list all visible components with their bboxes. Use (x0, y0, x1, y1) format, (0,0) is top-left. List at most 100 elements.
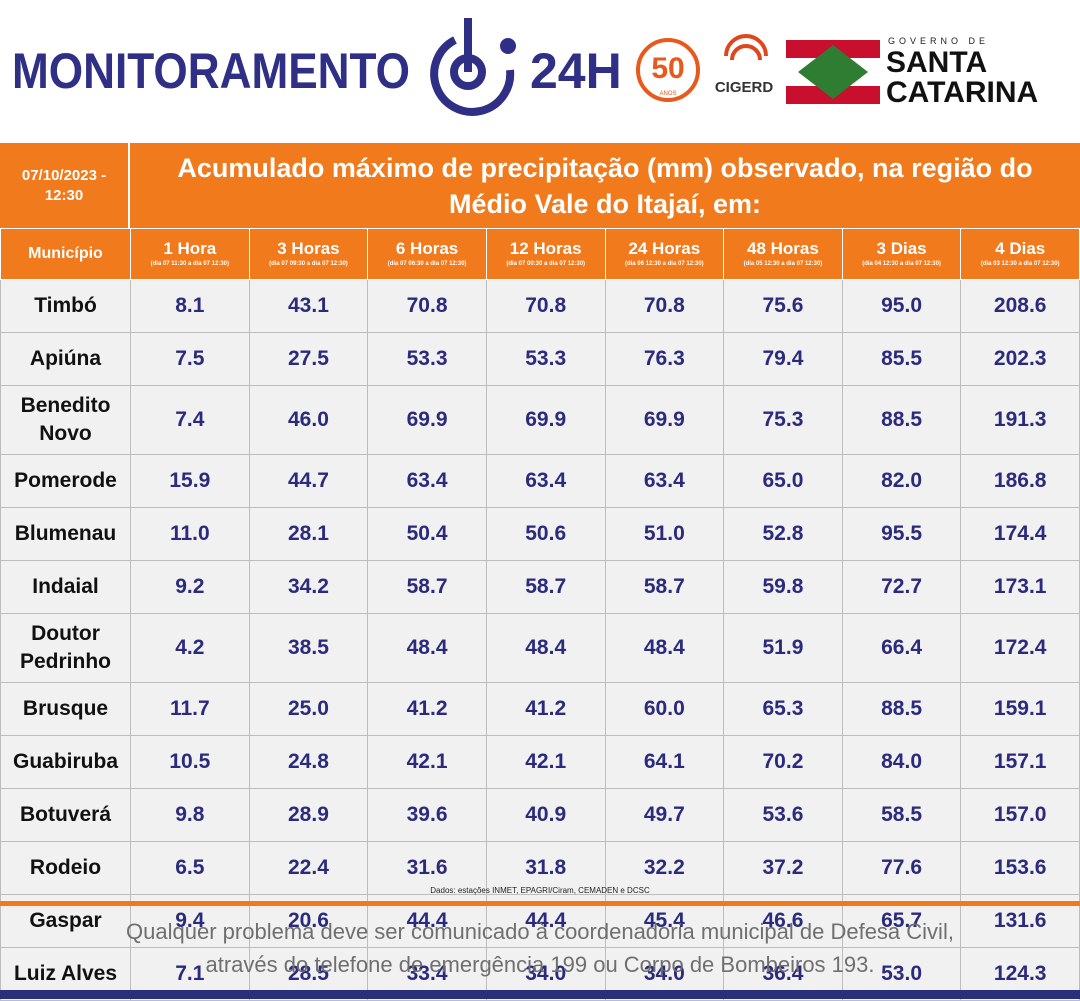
value-cell: 9.8 (130, 788, 250, 842)
table-row: Rodeio 6.5 22.4 31.6 31.8 32.2 37.2 77.6 153.6 (0, 841, 1080, 895)
cigerd-icon (724, 34, 768, 61)
value-cell: 31.6 (367, 841, 487, 895)
value-cell: 58.5 (841, 788, 962, 842)
municipality: Indaial (0, 560, 131, 614)
value-cell: 10.5 (130, 735, 250, 789)
value-cell: 37.2 (723, 841, 843, 895)
value-cell: 70.8 (367, 279, 487, 333)
value-cell: 75.3 (723, 385, 843, 455)
value-cell: 72.7 (841, 560, 962, 614)
table-row: Timbó 8.1 43.1 70.8 70.8 70.8 75.6 95.0 208.6 (0, 279, 1080, 333)
value-cell: 95.5 (841, 507, 962, 561)
value-cell: 63.4 (367, 454, 487, 508)
column-header: 3 Dias (dia 04 12:30 a dia 07 12:30) (841, 228, 962, 280)
title: Acumulado máximo de precipitação (mm) ob… (177, 152, 1033, 219)
value-cell: 28.9 (248, 788, 369, 842)
column-period: (dia 07 09:30 a dia 07 12:30) (269, 261, 348, 267)
value-cell: 88.5 (841, 682, 962, 736)
value-cell: 153.6 (960, 841, 1080, 895)
value-cell: 11.7 (130, 682, 250, 736)
value-cell: 76.3 (604, 332, 725, 386)
header-row: Município 1 Hora (dia 07 11:30 a dia 07 12… (0, 228, 1080, 280)
column-header: 4 Dias (dia 03 12:30 a dia 07 12:30) (960, 228, 1080, 280)
table-row: Blumenau 11.0 28.1 50.4 50.6 51.0 52.8 95.5 174.… (0, 507, 1080, 561)
column-period: (dia 05 12:30 a dia 07 12:30) (743, 261, 823, 267)
banner: 07/10/2023 - 12:30 Acumulado máximo de p… (0, 143, 1080, 228)
value-cell: 70.8 (485, 279, 606, 333)
value-cell: 70.8 (604, 279, 725, 333)
value-cell: 191.3 (960, 385, 1080, 455)
value-cell: 40.9 (485, 788, 606, 842)
value-cell: 44.7 (248, 454, 369, 508)
value-cell: 15.9 (130, 454, 250, 508)
value-cell: 186.8 (960, 454, 1080, 508)
value-cell: 58.7 (485, 560, 606, 614)
value-cell: 157.0 (960, 788, 1080, 842)
value-cell: 11.0 (130, 507, 250, 561)
table-row: Pomerode 15.9 44.7 63.4 63.4 63.4 65.0 82.0 186.… (0, 454, 1080, 508)
column-title: 12 Horas (509, 239, 582, 258)
value-cell: 39.6 (367, 788, 487, 842)
column-title: 1 Hora (163, 239, 217, 258)
data-table: Município 1 Hora (dia 07 11:30 a dia 07 12… (0, 228, 1080, 1001)
value-cell: 4.2 (130, 613, 250, 683)
value-cell: 42.1 (367, 735, 487, 789)
table-row: Guabiruba 10.5 24.8 42.1 42.1 64.1 70.2 84.0 157… (0, 735, 1080, 789)
value-cell: 174.4 (960, 507, 1080, 561)
column-title: 48 Horas (747, 239, 819, 258)
value-cell: 8.1 (130, 279, 250, 333)
cigerd-text: CIGERD (715, 79, 774, 96)
value-cell: 51.0 (604, 507, 725, 561)
value-cell: 59.8 (723, 560, 843, 614)
gov-line2: CATARINA (886, 76, 1038, 109)
footer: Qualquer problema deve ser comunicado à … (0, 915, 1080, 981)
value-cell: 202.3 (960, 332, 1080, 386)
value-cell: 53.3 (367, 332, 487, 386)
value-cell: 50.6 (485, 507, 606, 561)
footer-line: através do telefone de emergência 199 ou… (205, 952, 875, 977)
value-cell: 46.0 (248, 385, 369, 455)
value-cell: 50.4 (367, 507, 487, 561)
value-cell: 85.5 (841, 332, 962, 386)
column-title: 3 Horas (277, 239, 340, 258)
municipality: Rodeio (0, 841, 131, 895)
value-cell: 9.2 (130, 560, 250, 614)
column-period: (dia 07 00:30 a dia 07 12:30) (506, 261, 586, 267)
value-cell: 69.9 (604, 385, 725, 455)
badge (636, 38, 700, 102)
value-cell: 208.6 (960, 279, 1080, 333)
logo-text: MONITORAMENTO (12, 43, 410, 99)
municipality: Guabiruba (0, 735, 131, 789)
value-cell: 41.2 (485, 682, 606, 736)
column-period: (dia 07 06:30 a dia 07 12:30) (387, 261, 467, 267)
value-cell: 63.4 (604, 454, 725, 508)
flag-diamond (798, 45, 868, 99)
gov-small: GOVERNO DE (888, 36, 989, 46)
value-cell: 7.5 (130, 332, 250, 386)
column-header: 12 Horas (dia 07 00:30 a dia 07 12:30) (485, 228, 606, 280)
value-cell: 60.0 (604, 682, 725, 736)
municipality: Pomerode (0, 454, 131, 508)
table-row: Botuverá 9.8 28.9 39.6 40.9 49.7 53.6 58.5 157.0 (0, 788, 1080, 842)
value-cell: 82.0 (841, 454, 962, 508)
value-cell: 51.9 (723, 613, 843, 683)
value-cell: 48.4 (367, 613, 487, 683)
value-cell: 49.7 (604, 788, 725, 842)
column-header: 1 Hora (dia 07 11:30 a dia 07 12:30) (130, 228, 250, 280)
value-cell: 27.5 (248, 332, 369, 386)
column-title: 6 Horas (395, 239, 459, 258)
municipality: Apiúna (0, 332, 131, 386)
value-cell: 75.6 (723, 279, 843, 333)
value-cell: 41.2 (367, 682, 487, 736)
value-cell: 43.1 (248, 279, 369, 333)
value-cell: 42.1 (485, 735, 606, 789)
column-period: (dia 06 12:30 a dia 07 12:30) (624, 261, 704, 267)
value-cell: 63.4 (485, 454, 606, 508)
value-cell: 34.2 (248, 560, 369, 614)
value-cell: 84.0 (841, 735, 962, 789)
badge-text: ANOS (659, 91, 676, 97)
table-row: Indaial 9.2 34.2 58.7 58.7 58.7 59.8 72.7 173.1 (0, 560, 1080, 614)
table-row: Benedito Novo 7.4 46.0 69.9 69.9 69.9 75.3 88.5… (0, 385, 1080, 455)
value-cell: 48.4 (485, 613, 606, 683)
municipality: Blumenau (0, 507, 131, 561)
